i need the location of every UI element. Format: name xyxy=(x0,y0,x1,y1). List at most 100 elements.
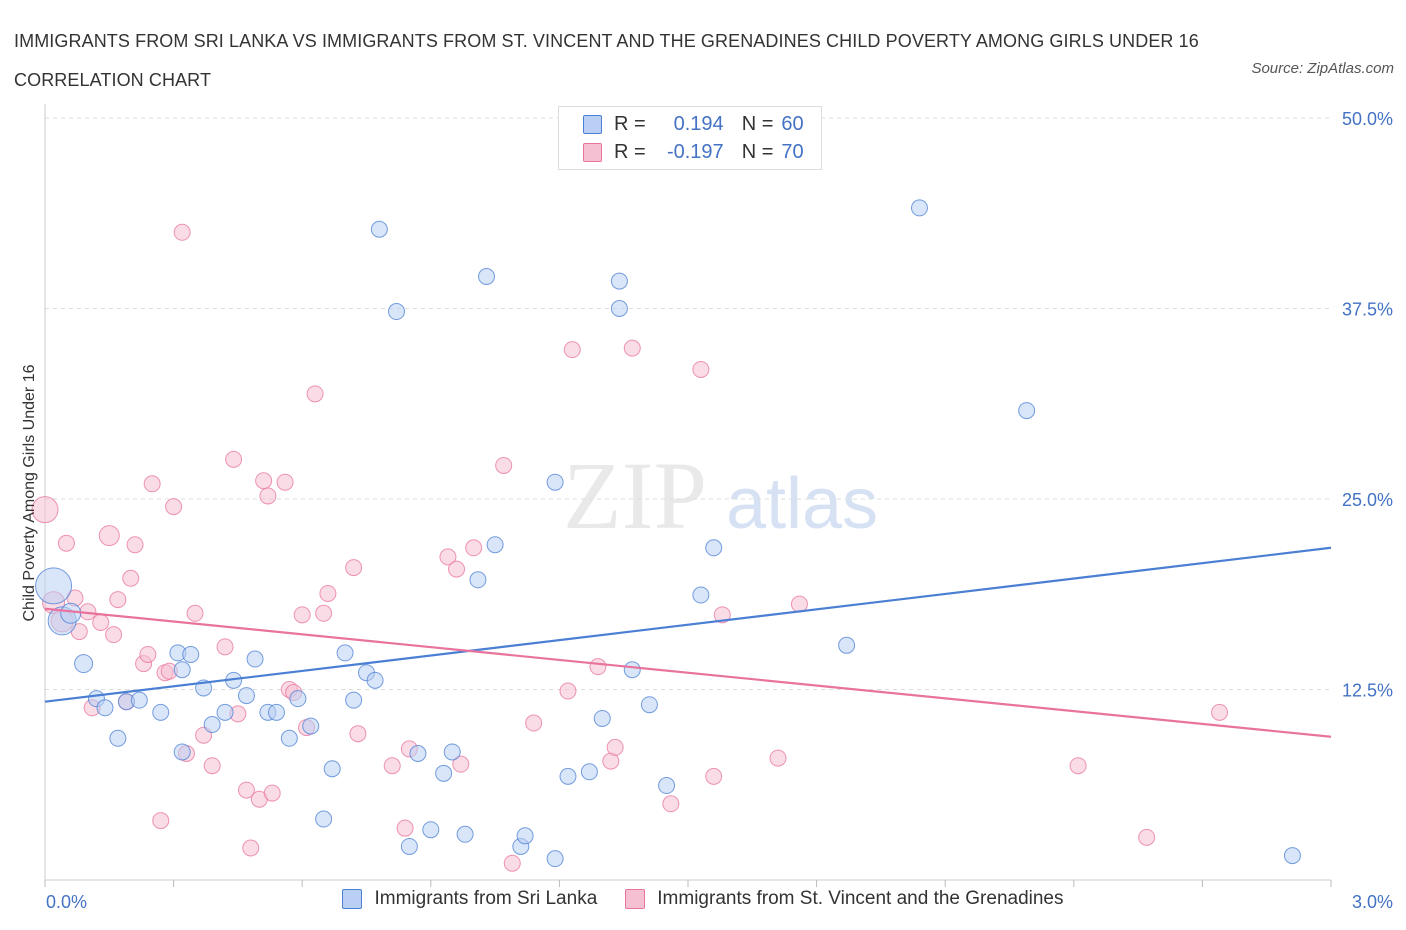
data-point-st-vincent xyxy=(255,472,273,490)
legend-row-sri-lanka: R = 0.194 N = 60 xyxy=(583,111,804,137)
data-point-st-vincent xyxy=(563,341,581,359)
data-point-sri-lanka xyxy=(658,777,676,795)
data-point-st-vincent xyxy=(439,548,457,566)
watermark-zip: ZIP xyxy=(563,442,707,549)
legend-row-st-vincent: R = -0.197 N = 70 xyxy=(583,139,804,165)
legend-r-value: 0.194 xyxy=(673,112,724,135)
legend-r-label: R = xyxy=(614,140,646,163)
data-point-sri-lanka xyxy=(838,636,856,654)
data-point-st-vincent xyxy=(242,839,260,857)
y-tick-label: 12.5% xyxy=(1342,681,1393,701)
data-point-st-vincent xyxy=(276,473,294,491)
series-swatch-blue xyxy=(342,889,363,909)
data-point-st-vincent xyxy=(259,487,277,505)
data-point-st-vincent xyxy=(606,738,624,756)
data-point-st-vincent xyxy=(31,496,59,524)
data-point-sri-lanka xyxy=(152,703,170,721)
chart-title: IMMIGRANTS FROM SRI LANKA VS IMMIGRANTS … xyxy=(14,31,1199,90)
series-label-sri-lanka: Immigrants from Sri Lanka xyxy=(374,888,598,909)
data-point-st-vincent xyxy=(495,456,513,474)
series-swatch-pink xyxy=(625,889,646,909)
data-point-st-vincent xyxy=(186,604,204,622)
y-tick-label: 37.5% xyxy=(1342,300,1393,320)
data-point-sri-lanka xyxy=(623,661,641,679)
legend-swatch-blue xyxy=(583,114,602,134)
data-point-sri-lanka xyxy=(610,272,628,290)
data-point-st-vincent xyxy=(315,604,333,622)
data-point-sri-lanka xyxy=(400,837,418,855)
data-point-st-vincent xyxy=(109,591,127,609)
data-point-st-vincent xyxy=(225,450,243,468)
data-point-sri-lanka xyxy=(280,729,298,747)
data-point-sri-lanka xyxy=(173,661,191,679)
data-point-st-vincent xyxy=(349,725,367,743)
data-point-st-vincent xyxy=(216,638,234,656)
data-point-st-vincent xyxy=(713,606,731,624)
data-point-sri-lanka xyxy=(289,690,307,708)
data-point-st-vincent xyxy=(345,559,363,577)
source-note: Source: ZipAtlas.com xyxy=(1251,60,1394,77)
tick-labels: 12.5% 25.0% 37.5% 50.0% 0.0% 3.0% xyxy=(46,109,1393,912)
data-point-sri-lanka xyxy=(60,602,82,624)
data-point-sri-lanka xyxy=(1283,847,1301,865)
data-point-sri-lanka xyxy=(422,821,440,839)
data-point-sri-lanka xyxy=(443,743,461,761)
axes xyxy=(44,104,1332,887)
data-point-sri-lanka xyxy=(370,220,388,238)
data-point-sri-lanka xyxy=(516,827,534,845)
x-tick-label: 0.0% xyxy=(46,892,87,912)
correlation-legend: R = 0.194 N = 60 R = -0.197 N = 70 xyxy=(558,106,822,170)
data-point-sri-lanka xyxy=(336,644,354,662)
data-point-st-vincent xyxy=(57,534,75,552)
data-point-sri-lanka xyxy=(130,691,148,709)
data-point-st-vincent xyxy=(448,560,466,578)
data-point-sri-lanka xyxy=(705,539,723,557)
y-tick-label: 50.0% xyxy=(1342,109,1393,129)
trend-line-st-vincent xyxy=(44,607,1332,738)
data-point-st-vincent xyxy=(503,854,521,872)
data-point-sri-lanka xyxy=(580,763,598,781)
data-point-st-vincent xyxy=(589,658,607,676)
data-point-st-vincent xyxy=(105,626,123,644)
data-point-sri-lanka xyxy=(173,743,191,761)
series-legend-item-st-vincent: Immigrants from St. Vincent and the Gren… xyxy=(625,888,1064,910)
data-point-sri-lanka xyxy=(388,303,406,321)
legend-n-label: N = xyxy=(741,140,774,163)
legend-swatch-pink xyxy=(583,142,602,162)
data-point-sri-lanka xyxy=(182,645,200,663)
data-point-st-vincent xyxy=(465,539,483,557)
data-point-st-vincent xyxy=(623,339,641,357)
trend-line-sri-lanka xyxy=(44,546,1332,703)
data-point-st-vincent xyxy=(92,613,110,631)
data-point-st-vincent xyxy=(139,645,157,663)
data-point-st-vincent xyxy=(143,475,161,493)
y-axis-label: Child Poverty Among Girls Under 16 xyxy=(21,364,38,621)
data-point-st-vincent xyxy=(692,360,710,378)
data-point-sri-lanka xyxy=(216,703,234,721)
data-point-sri-lanka xyxy=(1018,402,1036,420)
data-point-st-vincent xyxy=(122,569,140,587)
data-point-sri-lanka xyxy=(435,764,453,782)
data-point-st-vincent xyxy=(525,714,543,732)
legend-n-value: 70 xyxy=(781,140,804,163)
data-point-st-vincent xyxy=(237,781,255,799)
data-point-sri-lanka xyxy=(302,717,320,735)
data-point-st-vincent xyxy=(452,755,470,773)
data-point-sri-lanka xyxy=(345,691,363,709)
data-point-sri-lanka xyxy=(546,850,564,868)
series-legend: Immigrants from Sri Lanka Immigrants fro… xyxy=(0,888,1406,910)
data-point-st-vincent xyxy=(263,784,281,802)
data-point-st-vincent xyxy=(1211,703,1229,721)
data-point-sri-lanka xyxy=(323,760,341,778)
data-point-sri-lanka xyxy=(237,687,255,705)
legend-n-label: N = xyxy=(741,112,774,135)
data-point-st-vincent xyxy=(152,812,170,830)
data-point-st-vincent xyxy=(293,606,311,624)
legend-r-value: -0.197 xyxy=(666,140,724,163)
data-point-sri-lanka xyxy=(267,703,285,721)
data-point-sri-lanka xyxy=(546,473,564,491)
data-point-sri-lanka xyxy=(96,699,114,717)
data-point-sri-lanka xyxy=(409,745,427,763)
data-point-st-vincent xyxy=(203,757,221,775)
